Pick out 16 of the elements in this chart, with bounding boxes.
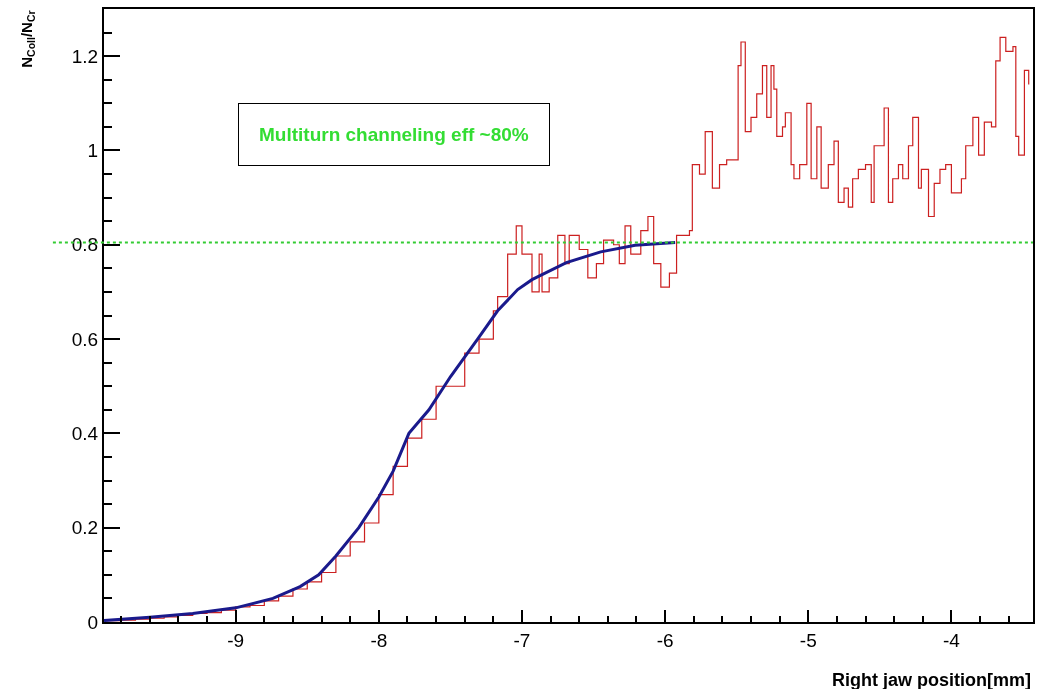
x-tick-label: -9 (227, 629, 245, 651)
y-tick-label: 0 (87, 611, 99, 633)
annotation: Multiturn channeling eff ~80% (259, 124, 529, 145)
x-axis-title: Right jaw position[mm] (832, 670, 1031, 689)
y-tick-label: 0.2 (71, 517, 99, 539)
y-tick-label: 0.6 (71, 328, 99, 350)
y-tick-label: 1 (87, 140, 99, 162)
x-tick-label: -4 (942, 629, 961, 651)
x-tick-label: -8 (370, 629, 388, 651)
x-tick-label: -6 (656, 629, 674, 651)
line-series (104, 240, 677, 622)
y-tick-label: 0.8 (71, 234, 99, 256)
y-tick-label: 0.4 (71, 423, 99, 445)
x-tick-label: -5 (799, 629, 817, 651)
x-tick-label: -7 (513, 629, 531, 651)
y-tick-label: 1.2 (71, 45, 99, 67)
